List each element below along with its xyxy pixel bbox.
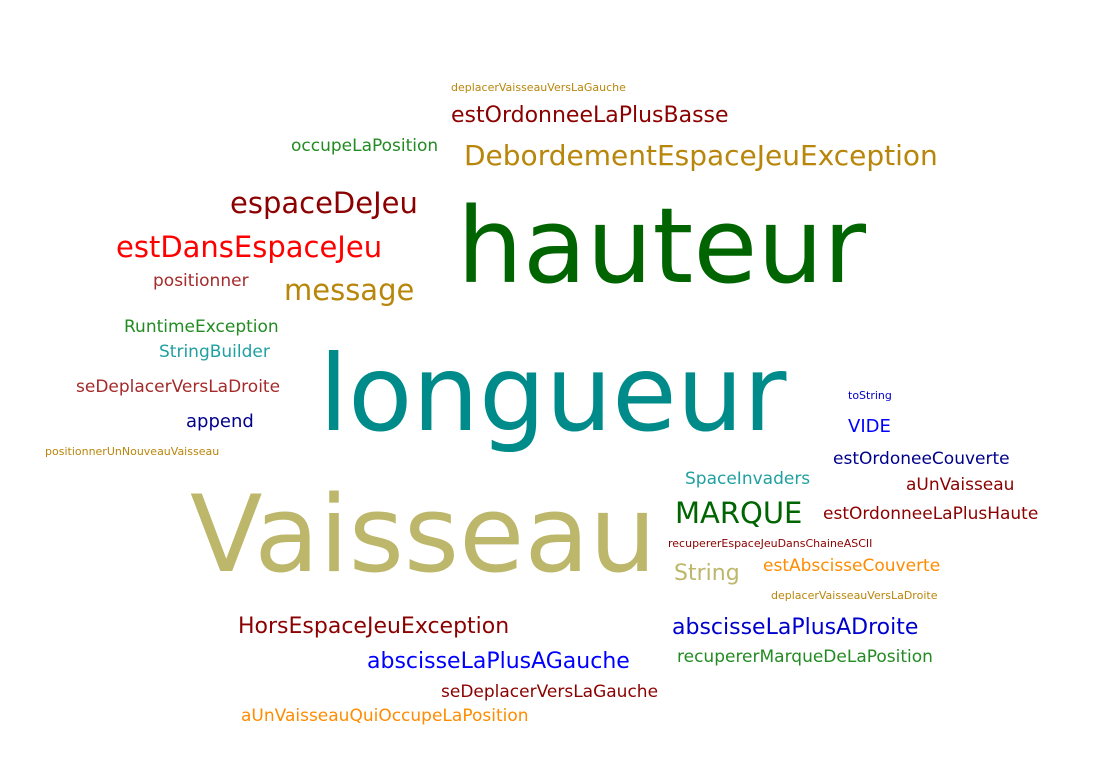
word-debordement-espace-jeu-exception: DebordementEspaceJeuException bbox=[464, 139, 938, 172]
word-est-ordonnee-la-plus-basse: estOrdonneeLaPlusBasse bbox=[451, 103, 729, 128]
word-vide: VIDE bbox=[848, 416, 891, 437]
word-message: message bbox=[284, 273, 415, 307]
word-hauteur: hauteur bbox=[457, 185, 866, 307]
word-abscisse-la-plus-a-droite: abscisseLaPlusADroite bbox=[672, 615, 919, 640]
word-est-dans-espace-jeu: estDansEspaceJeu bbox=[116, 230, 383, 264]
word-recuperer-marque-de-la-position: recupererMarqueDeLaPosition bbox=[677, 647, 933, 667]
word-est-abscisse-couverte: estAbscisseCouverte bbox=[763, 556, 941, 576]
word-est-ordonnee-la-plus-haute: estOrdonneeLaPlusHaute bbox=[823, 504, 1039, 524]
word-longueur: longueur bbox=[319, 333, 787, 455]
word-to-string: toString bbox=[848, 389, 892, 402]
word-abscisse-la-plus-a-gauche: abscisseLaPlusAGauche bbox=[367, 649, 630, 674]
word-est-ordonee-couverte: estOrdoneeCouverte bbox=[833, 449, 1010, 469]
word-deplacer-vaisseau-vers-la-droite: deplacerVaisseauVersLaDroite bbox=[771, 589, 938, 602]
word-a-un-vaisseau-qui-occupe-la-position: aUnVaisseauQuiOccupeLaPosition bbox=[241, 706, 529, 726]
word-deplacer-vaisseau-vers-la-gauche: deplacerVaisseauVersLaGauche bbox=[451, 81, 626, 94]
word-se-deplacer-vers-la-gauche: seDeplacerVersLaGauche bbox=[441, 682, 659, 702]
word-runtime-exception: RuntimeException bbox=[124, 317, 279, 337]
word-a-un-vaisseau: aUnVaisseau bbox=[906, 475, 1015, 495]
word-vaisseau: Vaisseau bbox=[190, 473, 657, 596]
word-positionner-un-nouveau-vaisseau: positionnerUnNouveauVaisseau bbox=[45, 445, 220, 458]
word-se-deplacer-vers-la-droite: seDeplacerVersLaDroite bbox=[76, 377, 281, 397]
word-occupe-la-position: occupeLaPosition bbox=[291, 136, 439, 156]
word-recuperer-espace-jeu-dans-chaine-ascii: recupererEspaceJeuDansChaineASCII bbox=[668, 537, 873, 550]
word-append: append bbox=[186, 411, 254, 432]
word-string-builder: StringBuilder bbox=[159, 342, 270, 362]
word-space-invaders: SpaceInvaders bbox=[685, 469, 811, 489]
word-marque: MARQUE bbox=[675, 496, 803, 530]
word-espace-de-jeu: espaceDeJeu bbox=[230, 186, 418, 220]
word-hors-espace-jeu-exception: HorsEspaceJeuException bbox=[238, 614, 510, 639]
word-string: String bbox=[674, 561, 740, 586]
word-positionner: positionner bbox=[153, 271, 249, 291]
